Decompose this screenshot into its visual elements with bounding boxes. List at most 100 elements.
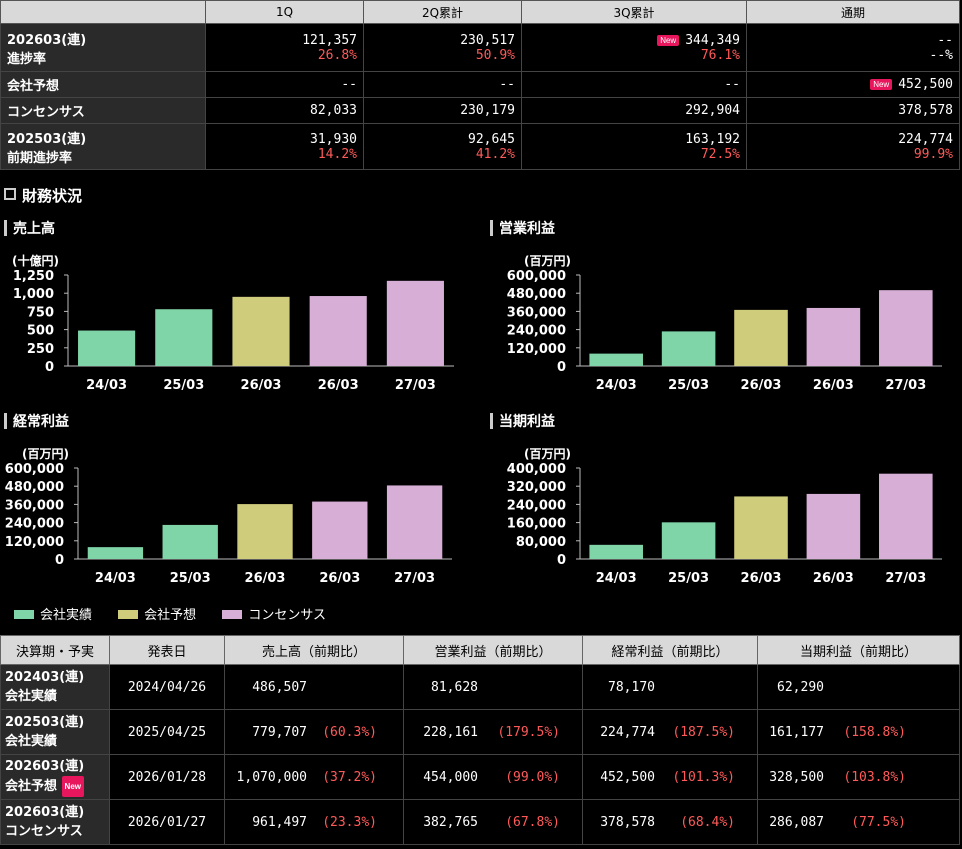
- section-title-text: 財務状況: [22, 187, 83, 205]
- y-unit-label: (十億円): [12, 253, 59, 268]
- value: --: [937, 32, 953, 48]
- metric-change: (68.4%): [680, 814, 735, 830]
- bar-actual: [661, 331, 716, 366]
- y-tick-label: 120,000: [5, 535, 64, 550]
- progress-row-current: 202603(連) 進捗率 121,357 26.8% 230,517 50.9% …: [0, 23, 960, 72]
- x-tick-label: 26/03: [813, 378, 854, 393]
- bar-consensus: [309, 296, 367, 366]
- metric-value: 486,507: [252, 679, 307, 695]
- y-tick-label: 360,000: [507, 305, 566, 320]
- result-kind-label: 会社予想 New: [5, 776, 105, 797]
- progress-header-full-year: 通期: [746, 0, 960, 24]
- progress-row-previous: 202503(連) 前期進捗率 31,930 14.2% 92,645 41.2% …: [0, 123, 960, 170]
- bar-actual: [155, 309, 213, 366]
- x-tick-label: 25/03: [170, 571, 211, 586]
- x-tick-label: 24/03: [596, 571, 637, 586]
- bar-actual: [87, 547, 144, 559]
- net-income-chart: (百万円)400,000 320,000 240,000 160,000 80,000 0…: [507, 447, 942, 586]
- results-row: 202603(連) 会社予想 New 2026/01/28 1,070,000 (37.…: [0, 754, 960, 800]
- section-title: 財務状況: [4, 185, 82, 206]
- metric-cell: 382,765 (67.8%): [403, 799, 583, 845]
- y-tick-label: 0: [557, 360, 566, 375]
- progress-cell: 163,192 72.5%: [521, 123, 747, 170]
- bar-forecast: [734, 496, 788, 559]
- y-unit-label: (百万円): [524, 447, 571, 461]
- heading-bar-icon: [490, 413, 493, 429]
- metric-cell: 779,707 (60.3%): [224, 709, 404, 755]
- new-badge: New: [870, 79, 893, 90]
- progress-row-label: コンセンサス: [0, 97, 206, 124]
- progress-cell: -- --%: [746, 23, 960, 72]
- metric-change: (179.5%): [497, 724, 560, 740]
- progress-header-3q: 3Q累計: [521, 0, 747, 24]
- metric-cell: 1,070,000 (37.2%): [224, 754, 404, 800]
- result-kind-label: 会社実績: [5, 687, 105, 706]
- metric-value: 161,177: [769, 724, 824, 740]
- metric-value: 228,161: [423, 724, 478, 740]
- chart-legend: 会社実績 会社予想 コンセンサス: [14, 604, 348, 623]
- results-header-row: 決算期・予実 発表日 売上高（前期比） 営業利益（前期比） 経常利益（前期比） …: [0, 635, 960, 665]
- y-tick-label: 240,000: [507, 498, 566, 513]
- metric-value: 961,497: [252, 814, 307, 830]
- results-row: 202503(連) 会社実績 2025/04/25 779,707 (60.3%) 228…: [0, 709, 960, 755]
- progress-cell: New 452,500: [746, 71, 960, 98]
- metric-cell: 454,000 (99.0%): [403, 754, 583, 800]
- x-tick-label: 25/03: [668, 571, 709, 586]
- value: 230,179: [363, 97, 522, 124]
- kind-text: 会社実績: [5, 689, 58, 704]
- progress-header-1q: 1Q: [205, 0, 364, 24]
- x-tick-label: 26/03: [319, 571, 360, 586]
- bar-consensus: [386, 485, 443, 559]
- bar-forecast: [237, 504, 293, 559]
- metric-change: (158.8%): [843, 724, 906, 740]
- y-tick-label: 120,000: [507, 342, 566, 357]
- bar-actual: [162, 524, 218, 559]
- legend-item-consensus: コンセンサス: [222, 604, 326, 623]
- metric-change: (101.3%): [672, 769, 735, 785]
- x-tick-label: 25/03: [668, 378, 709, 393]
- y-tick-label: 1,000: [13, 287, 54, 302]
- metric-value: 62,290: [777, 679, 824, 695]
- x-tick-label: 26/03: [741, 378, 782, 393]
- value: 31,930: [310, 131, 357, 147]
- period-label: 202503(連): [5, 715, 85, 730]
- percent: 50.9%: [475, 47, 515, 63]
- progress-cell: New 344,349 76.1%: [521, 23, 747, 72]
- bar-forecast: [734, 309, 788, 366]
- bar-consensus: [806, 307, 861, 366]
- y-tick-label: 80,000: [516, 535, 566, 550]
- metric-value: 1,070,000: [236, 769, 307, 785]
- progress-cell: 224,774 99.9%: [746, 123, 960, 170]
- value: 121,357: [302, 32, 357, 48]
- results-header-date: 発表日: [109, 635, 225, 665]
- x-tick-label: 24/03: [596, 378, 637, 393]
- bar-consensus: [879, 473, 933, 559]
- metric-cell: 62,290: [757, 664, 960, 710]
- y-unit-label: (百万円): [22, 447, 69, 461]
- x-tick-label: 27/03: [395, 378, 436, 393]
- metric-change: (60.3%): [322, 724, 377, 740]
- legend-label: 会社予想: [144, 608, 197, 623]
- bar-consensus: [386, 280, 444, 366]
- results-header-period: 決算期・予実: [0, 635, 110, 665]
- results-body: 202403(連) 会社実績 2024/04/26 486,507 81,628 78,1…: [0, 664, 960, 845]
- progress-cell: 31,930 14.2%: [205, 123, 364, 170]
- value: --: [205, 71, 364, 98]
- x-tick-label: 25/03: [163, 378, 204, 393]
- bar-consensus: [312, 501, 368, 559]
- value: 92,645: [468, 131, 515, 147]
- metric-value: 378,578: [600, 814, 655, 830]
- ordinary-income-chart: (百万円)600,000 480,000 360,000 240,000 120,000…: [5, 447, 452, 586]
- new-badge: New: [61, 776, 84, 797]
- bar-forecast: [232, 296, 290, 366]
- period-label: 202403(連): [5, 670, 85, 685]
- operating-income-chart: (百万円)600,000 480,000 360,000 240,000 120,000…: [507, 254, 942, 393]
- metric-value: 81,628: [431, 679, 478, 695]
- sales-chart: (十億円)1,250 1,000 750 500 250 0 24/03 25/03 26/03…: [12, 253, 454, 393]
- bar-actual: [661, 522, 716, 559]
- bar-consensus: [879, 290, 933, 366]
- period-label: 202603(連): [5, 759, 85, 774]
- result-kind-label: 会社実績: [5, 732, 105, 751]
- y-tick-label: 0: [45, 360, 54, 375]
- metric-cell: 286,087 (77.5%): [757, 799, 960, 845]
